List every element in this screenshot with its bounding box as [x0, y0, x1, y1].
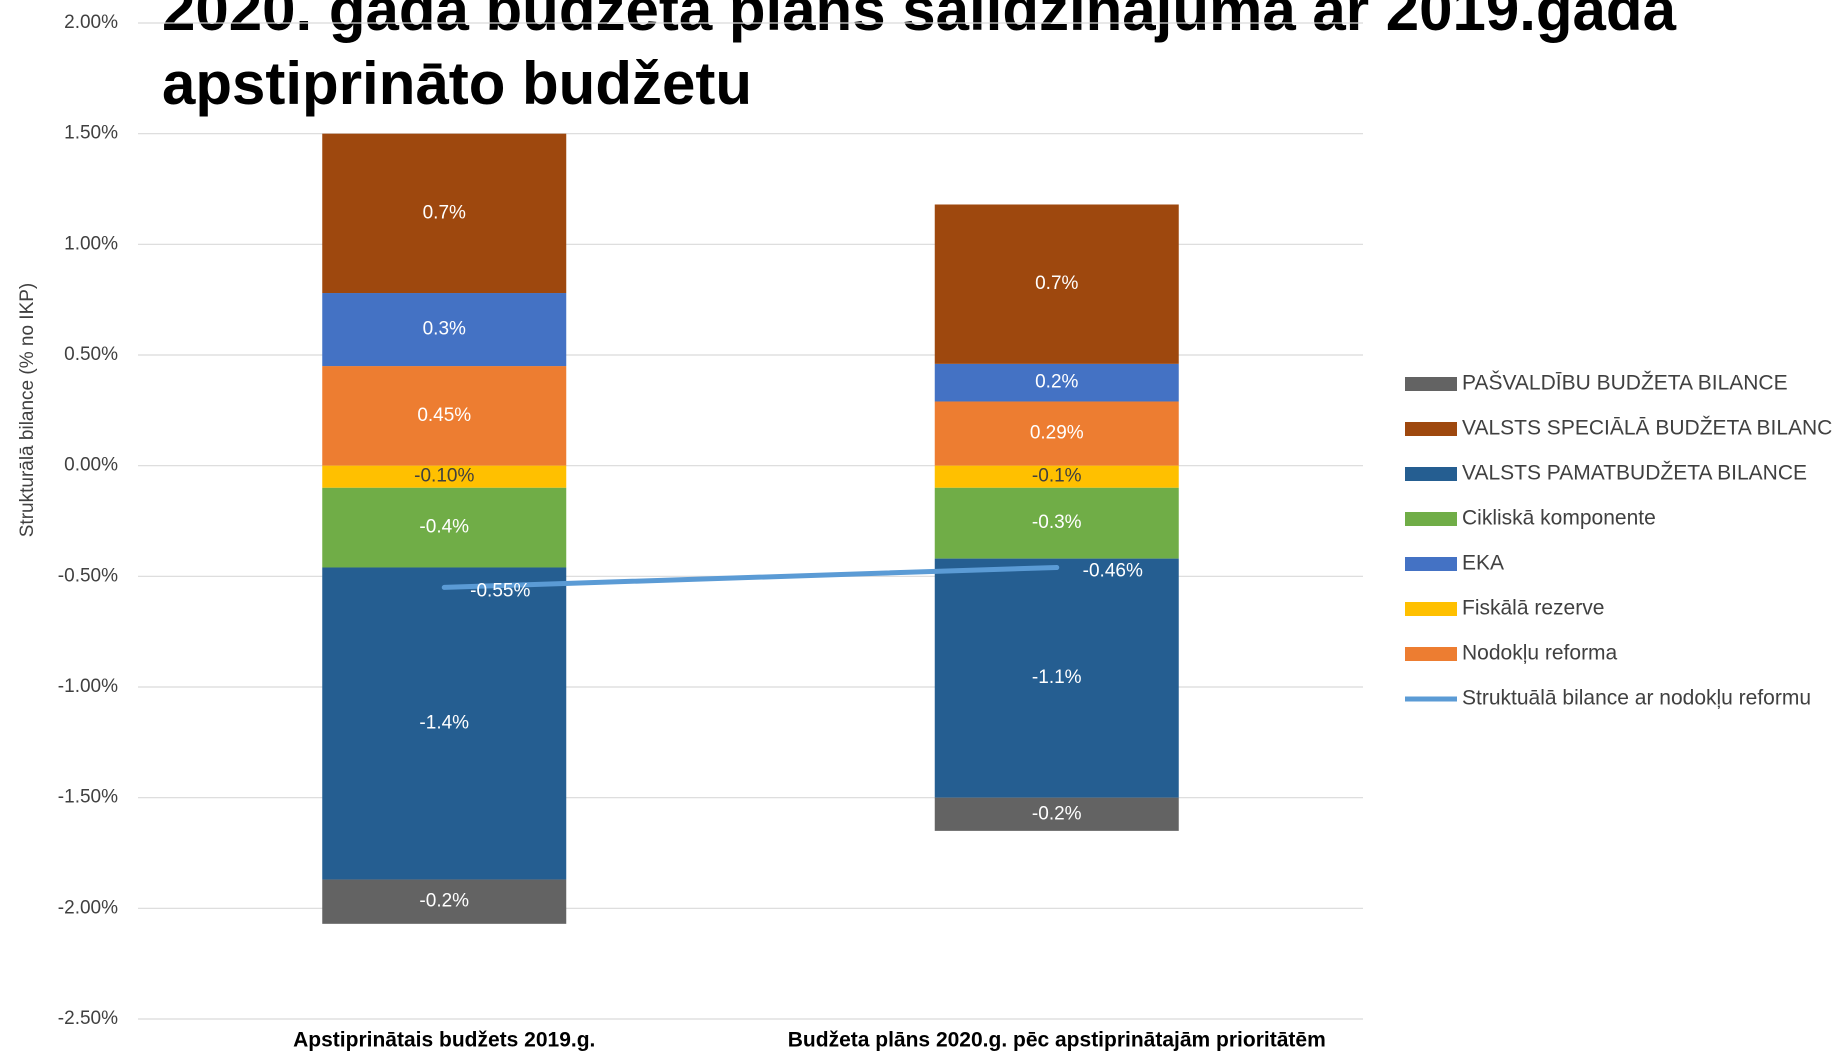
line-label: -0.55%	[470, 580, 530, 601]
legend-label: PAŠVALDĪBU BUDŽETA BILANCE	[1462, 372, 1788, 395]
data-label: -1.1%	[1032, 667, 1082, 688]
y-tick-label: 2.00%	[64, 12, 118, 33]
legend-swatch	[1405, 512, 1457, 526]
data-label: 0.2%	[1035, 372, 1078, 393]
bar-segment	[934, 487, 1179, 559]
data-label: 0.45%	[417, 405, 471, 426]
bar-segment	[934, 363, 1179, 402]
legend-swatch	[1405, 557, 1457, 571]
legend-label: Fiskālā rezerve	[1462, 597, 1604, 620]
data-label: -0.3%	[1032, 512, 1082, 533]
y-tick-label: -2.00%	[58, 897, 118, 918]
x-tick-label: Budžeta plāns 2020.g. pēc apstiprinātajā…	[788, 1029, 1326, 1051]
y-tick-label: 0.50%	[64, 344, 118, 365]
legend-label: Struktuālā bilance ar nodokļu reformu	[1462, 687, 1811, 710]
data-label: -0.2%	[419, 891, 469, 912]
x-tick-label: Apstiprinātais budžets 2019.g.	[293, 1029, 595, 1051]
data-label: 0.29%	[1030, 423, 1084, 444]
bar-segment	[934, 797, 1179, 831]
bar-segment	[322, 133, 567, 294]
legend-label: VALSTS PAMATBUDŽETA BILANCE	[1462, 462, 1807, 485]
bar-segment	[322, 567, 567, 880]
legend-label: Nodokļu reforma	[1462, 642, 1618, 665]
chart-title: 2020. gada budžeta plāns salīdzinājumā a…	[162, 0, 1677, 43]
data-label: 0.7%	[423, 202, 466, 223]
y-tick-label: -2.50%	[58, 1008, 118, 1029]
bar-segment	[322, 293, 567, 367]
y-tick-label: 1.00%	[64, 233, 118, 254]
data-label: 0.3%	[423, 319, 466, 340]
y-tick-label: 1.50%	[64, 123, 118, 144]
y-tick-label: 0.00%	[64, 455, 118, 476]
bar-segment	[934, 204, 1179, 364]
y-tick-label: -1.50%	[58, 787, 118, 808]
data-label: -0.4%	[419, 517, 469, 538]
data-label: 0.7%	[1035, 273, 1078, 294]
legend-swatch	[1405, 467, 1457, 481]
legend-swatch	[1405, 422, 1457, 436]
bar-segment	[934, 401, 1179, 466]
data-label: -1.4%	[419, 713, 469, 734]
y-axis-label: Strukturālā bilance (% no IKP)	[17, 283, 38, 538]
bar-segment	[322, 879, 567, 924]
legend-swatch	[1405, 647, 1457, 661]
legend-label: VALSTS SPECIĀLĀ BUDŽETA BILANCE	[1462, 417, 1834, 440]
bar-segment	[934, 465, 1179, 488]
y-tick-label: -0.50%	[58, 565, 118, 586]
legend-swatch	[1405, 602, 1457, 616]
legend-label: EKA	[1462, 552, 1504, 575]
line-label: -0.46%	[1083, 560, 1143, 581]
legend-swatch	[1405, 377, 1457, 391]
chart-title: apstiprināto budžetu	[162, 50, 752, 117]
bar-segment	[322, 366, 567, 466]
bar-segment	[934, 558, 1179, 798]
bar-segment	[322, 465, 567, 488]
y-tick-label: -1.00%	[58, 676, 118, 697]
data-label: -0.1%	[1032, 466, 1082, 487]
data-label: -0.2%	[1032, 803, 1082, 824]
data-label: -0.10%	[414, 466, 474, 487]
legend-label: Cikliskā komponente	[1462, 507, 1656, 530]
line	[441, 564, 1060, 590]
bar-segment	[322, 487, 567, 568]
